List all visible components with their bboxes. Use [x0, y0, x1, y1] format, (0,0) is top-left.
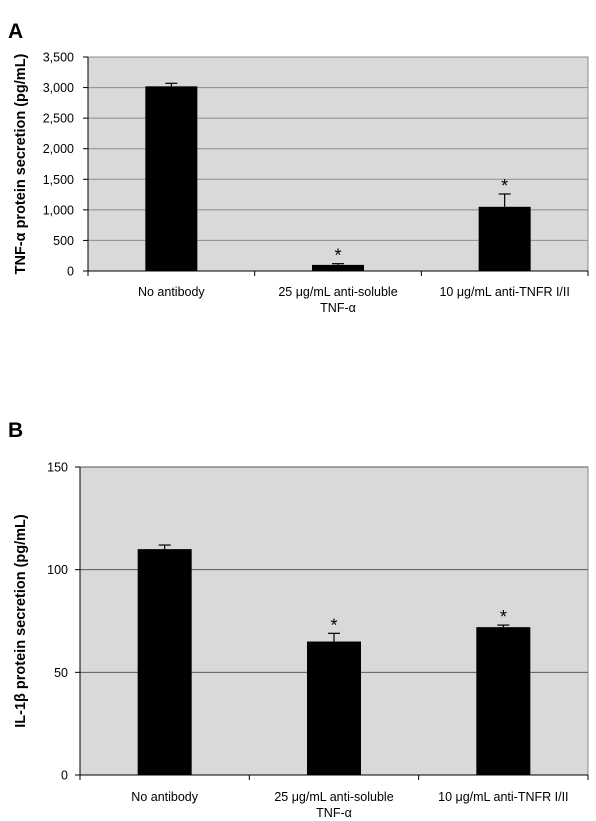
y-tick-label: 3,500 [43, 51, 74, 65]
bar [145, 86, 198, 271]
panel-a-letter: A [8, 20, 23, 43]
y-tick-label: 100 [47, 563, 68, 577]
panel-b-y-ticks: 0 50 100 150 [47, 461, 80, 783]
panel-a-x-categories: No antibody 25 μg/mL anti-soluble TNF-α 10 … [138, 285, 570, 315]
y-tick-label: 50 [54, 666, 68, 680]
bar [137, 549, 192, 775]
panel-a-bars: ** [145, 82, 531, 271]
y-tick-label: 2,500 [43, 112, 74, 126]
y-tick-label: 1,000 [43, 203, 74, 217]
x-category-label: No antibody [131, 790, 198, 804]
bar [312, 264, 364, 271]
panel-a-y-axis-label: TNF-α protein secretion (pg/mL) [13, 53, 29, 274]
x-category-label: 25 μg/mL anti-soluble [274, 790, 393, 804]
panel-b-bars: * * [137, 544, 531, 775]
panel-b-x-categories: No antibody 25 μg/mL anti-soluble TNF-α 10 … [131, 790, 568, 820]
panel-b-y-axis-label: IL-1β protein secretion (pg/mL) [13, 514, 29, 728]
x-category-label: TNF-α [320, 301, 356, 315]
bar [478, 206, 531, 271]
significance-marker: * [500, 607, 507, 627]
y-tick-label: 2,000 [43, 142, 74, 156]
x-category-label: 10 μg/mL anti-TNFR I/II [439, 285, 569, 299]
x-category-label: TNF-α [316, 806, 352, 820]
y-tick-label: 0 [67, 265, 74, 279]
significance-marker: * [330, 615, 337, 635]
bar [307, 641, 361, 775]
significance-marker: * [501, 176, 508, 196]
panel-b-letter: B [8, 419, 23, 442]
y-tick-label: 3,000 [43, 81, 74, 95]
panel-a-y-ticks: 0 500 1,000 1,500 2,000 2,500 3,000 3,500 [43, 51, 88, 279]
y-tick-label: 500 [53, 234, 74, 248]
y-tick-label: 150 [47, 461, 68, 475]
significance-marker: * [334, 246, 341, 266]
x-category-label: No antibody [138, 285, 205, 299]
bar [476, 627, 531, 775]
x-category-label: 25 μg/mL anti-soluble [278, 285, 397, 299]
x-category-label: 10 μg/mL anti-TNFR I/II [438, 790, 568, 804]
y-tick-label: 1,500 [43, 173, 74, 187]
y-tick-label: 0 [61, 769, 68, 783]
